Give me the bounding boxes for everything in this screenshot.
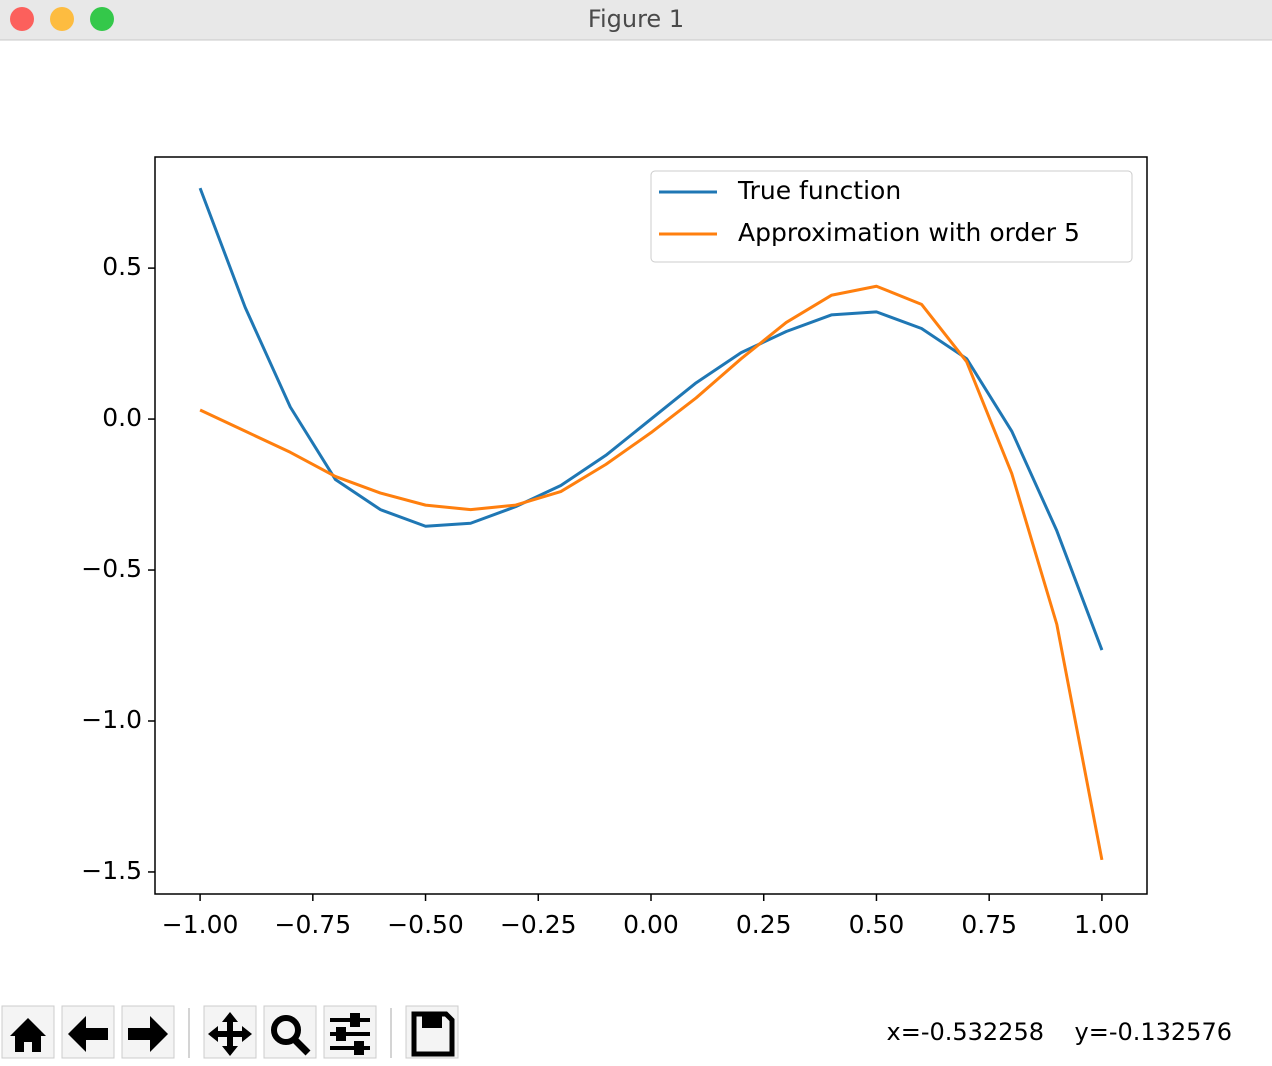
y-tick-label: −1.5 [81,856,142,885]
x-tick-label: 0.50 [849,910,905,939]
x-tick-label: 0.25 [736,910,792,939]
y-tick-label: 0.0 [102,403,142,432]
toolbar [1,1005,459,1059]
series-line [199,284,1104,861]
home-icon [10,1018,46,1052]
y-tick-label: −1.0 [81,705,142,734]
forward-icon [128,1016,168,1052]
close-button[interactable] [10,7,34,31]
zoom-icon [271,1015,301,1045]
configure-icon [330,1013,370,1055]
title-bar [0,0,1272,40]
minimize-button[interactable] [50,7,74,31]
save-icon [411,1011,455,1057]
back-icon [68,1016,108,1052]
window-title: Figure 1 [588,5,684,33]
legend-box [650,170,1133,263]
save-icon-slot [422,1016,442,1028]
legend-label: True function [737,176,901,205]
x-tick-label: 0.00 [623,910,679,939]
x-tick-label: −0.75 [275,910,352,939]
zoom-icon-handle [292,1037,311,1056]
x-tick-label: −0.25 [500,910,577,939]
cursor-status: x=-0.532258 y=-0.132576 [887,1018,1233,1046]
x-tick-label: 1.00 [1074,910,1130,939]
legend-label: Approximation with order 5 [738,218,1080,247]
x-tick-label: −1.00 [162,910,239,939]
y-tick-label: 0.5 [102,252,142,281]
x-tick-label: −0.50 [387,910,464,939]
x-tick-label: 0.75 [961,910,1017,939]
zoom-button[interactable] [90,7,114,31]
axes-frame [154,156,1148,895]
y-tick-label: −0.5 [81,554,142,583]
series-line [198,187,1104,651]
pan-icon [208,1012,252,1056]
